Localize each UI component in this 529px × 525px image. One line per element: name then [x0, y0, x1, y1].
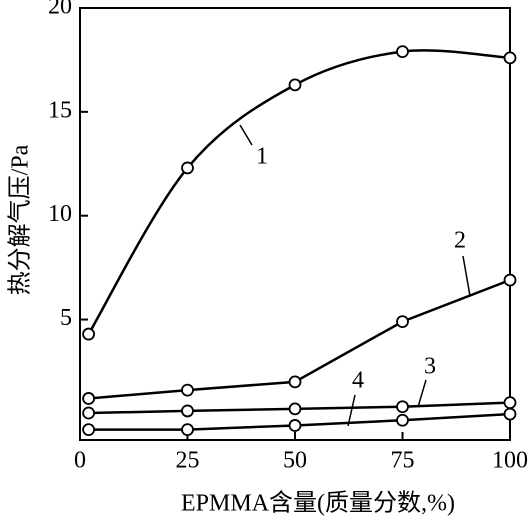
data-point	[181, 161, 194, 175]
data-point	[82, 423, 95, 437]
x-tick-label: 100	[492, 448, 528, 474]
x-tick-label: 0	[74, 448, 86, 474]
x-tick-label: 50	[283, 448, 307, 474]
plot-frame	[79, 7, 511, 441]
x-axis-title: EPMMA含量(质量分数,%)	[181, 490, 455, 517]
data-point	[396, 45, 409, 59]
data-point	[288, 375, 302, 389]
data-point	[503, 273, 517, 287]
data-point	[503, 396, 517, 410]
label-leader	[462, 255, 471, 297]
data-point	[503, 51, 517, 65]
data-point	[503, 407, 517, 421]
data-point	[396, 413, 409, 427]
data-point	[396, 400, 409, 414]
data-point	[181, 383, 194, 397]
x-tick-label: 75	[391, 448, 415, 474]
y-tick-label: 10	[48, 201, 72, 227]
data-point	[288, 402, 302, 416]
label-leader	[417, 379, 427, 408]
label-leader	[347, 394, 356, 427]
y-tick-label: 5	[60, 305, 72, 331]
label-leader	[239, 124, 253, 146]
data-point	[288, 78, 302, 92]
series-label: 1	[256, 144, 268, 170]
y-tick-label: 20	[48, 0, 72, 20]
y-tick-label: 15	[48, 97, 72, 123]
data-point	[181, 423, 194, 437]
data-point	[82, 327, 95, 341]
data-point	[82, 406, 95, 420]
data-point	[82, 392, 95, 405]
data-point	[288, 419, 302, 432]
y-axis-title: 热分解气压/Pa	[7, 144, 34, 295]
data-point	[396, 315, 409, 329]
series-line	[87, 49, 511, 335]
x-tick-label: 25	[176, 448, 200, 474]
series-label: 3	[424, 354, 436, 380]
series-label: 4	[352, 368, 364, 394]
data-point	[181, 404, 194, 418]
series-label: 2	[454, 228, 466, 254]
